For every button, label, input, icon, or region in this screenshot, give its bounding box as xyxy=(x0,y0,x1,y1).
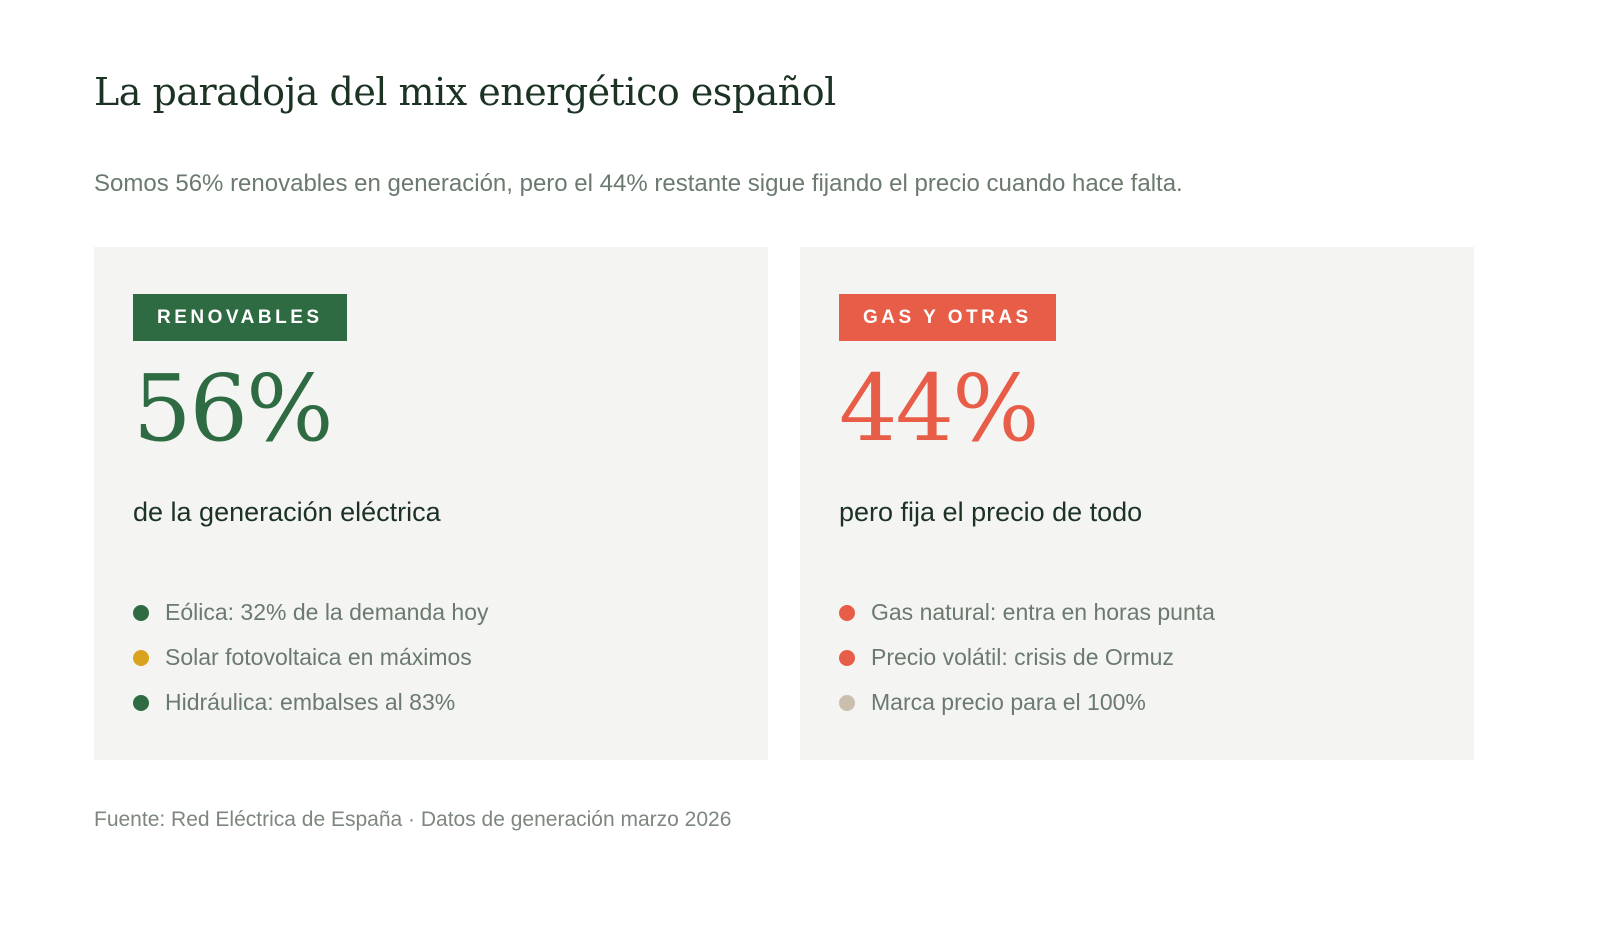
list-item-label: Hidráulica: embalses al 83% xyxy=(165,689,456,715)
source-note: Fuente: Red Eléctrica de España · Datos … xyxy=(94,808,732,831)
renewables-description: de la generación eléctrica xyxy=(133,497,441,527)
renewables-percentage: 56% xyxy=(133,355,333,462)
list-item: Precio volátil: crisis de Ormuz xyxy=(839,635,1215,680)
gas-list: Gas natural: entra en horas punta Precio… xyxy=(839,590,1215,725)
list-item: Solar fotovoltaica en máximos xyxy=(133,635,489,680)
bullet-dot-icon xyxy=(839,604,855,621)
renewables-list: Eólica: 32% de la demanda hoy Solar foto… xyxy=(133,590,489,725)
gas-description: pero fija el precio de todo xyxy=(839,497,1143,527)
list-item: Eólica: 32% de la demanda hoy xyxy=(133,590,489,635)
gas-percentage: 44% xyxy=(839,355,1039,462)
list-item: Hidráulica: embalses al 83% xyxy=(133,680,489,725)
page-subtitle: Somos 56% renovables en generación, pero… xyxy=(94,170,1183,197)
list-item-label: Solar fotovoltaica en máximos xyxy=(165,644,472,670)
page-title: La paradoja del mix energético español xyxy=(94,70,836,114)
list-item-label: Precio volátil: crisis de Ormuz xyxy=(871,644,1174,670)
bullet-dot-icon xyxy=(133,649,149,666)
bullet-dot-icon xyxy=(839,649,855,666)
list-item-label: Gas natural: entra en horas punta xyxy=(871,599,1215,625)
renewables-tag: RENOVABLES xyxy=(133,294,347,341)
bullet-dot-icon xyxy=(839,694,855,711)
bullet-dot-icon xyxy=(133,694,149,711)
gas-tag: GAS Y OTRAS xyxy=(839,294,1056,341)
list-item: Gas natural: entra en horas punta xyxy=(839,590,1215,635)
list-item-label: Eólica: 32% de la demanda hoy xyxy=(165,599,489,625)
bullet-dot-icon xyxy=(133,604,149,621)
list-item-label: Marca precio para el 100% xyxy=(871,689,1146,715)
list-item: Marca precio para el 100% xyxy=(839,680,1215,725)
gas-card: GAS Y OTRAS 44% pero fija el precio de t… xyxy=(800,247,1474,760)
renewables-card: RENOVABLES 56% de la generación eléctric… xyxy=(94,247,768,760)
